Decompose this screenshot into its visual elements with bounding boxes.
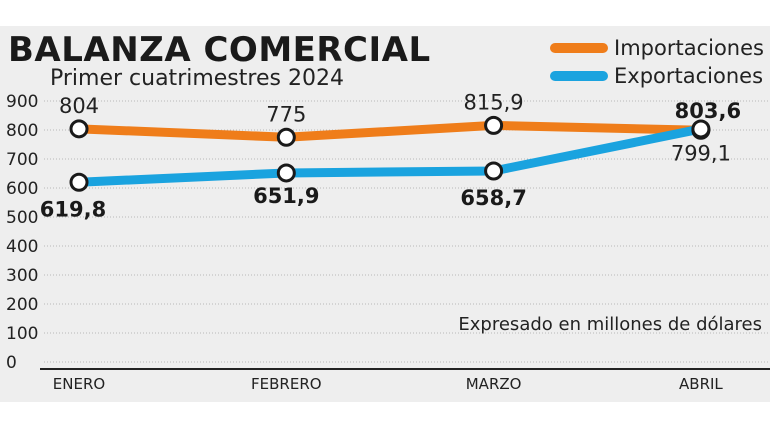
y-tick-label: 900 — [6, 92, 38, 112]
legend-label-importaciones: Importaciones — [614, 36, 764, 60]
y-tick-label: 400 — [6, 237, 38, 257]
x-tick-label: FEBRERO — [251, 375, 322, 393]
series-line-importaciones — [74, 120, 706, 142]
data-label-importaciones: 775 — [266, 102, 306, 126]
data-point-importaciones — [69, 119, 89, 139]
series-line-exportaciones — [74, 124, 706, 187]
data-label-exportaciones: 651,9 — [253, 184, 319, 208]
y-tick-label: 800 — [6, 121, 38, 141]
y-tick-label: 700 — [6, 150, 38, 170]
data-label-importaciones: 804 — [59, 94, 99, 118]
data-label-exportaciones: 803,6 — [675, 99, 741, 123]
y-tick-label: 200 — [6, 295, 38, 315]
data-point-exportaciones — [69, 172, 89, 192]
unit-note: Expresado en millones de dólares — [458, 314, 762, 335]
legend-swatch-exportaciones — [550, 71, 608, 81]
chart-subtitle: Primer cuatrimestres 2024 — [50, 66, 344, 91]
legend-item-exportaciones: Exportaciones — [550, 62, 764, 90]
y-tick-label: 0 — [6, 353, 17, 373]
data-label-importaciones: 799,1 — [671, 141, 731, 165]
y-tick-label: 600 — [6, 179, 38, 199]
chart-title: BALANZA COMERCIAL — [8, 30, 431, 70]
chart-background — [0, 26, 770, 402]
y-tick-label: 300 — [6, 266, 38, 286]
legend-label-exportaciones: Exportaciones — [614, 64, 764, 88]
x-tick-label: ABRIL — [679, 375, 723, 393]
data-point-exportaciones — [276, 163, 296, 183]
data-label-exportaciones: 619,8 — [40, 197, 106, 221]
legend: Importaciones Exportaciones — [550, 34, 764, 90]
data-label-exportaciones: 658,7 — [460, 186, 526, 210]
x-tick-label: ENERO — [53, 375, 105, 393]
data-point-importaciones — [484, 115, 504, 135]
data-point-exportaciones — [691, 119, 711, 139]
x-tick-label: MARZO — [466, 375, 522, 393]
data-label-importaciones: 815,9 — [464, 90, 524, 114]
y-tick-label: 100 — [6, 324, 38, 344]
data-point-importaciones — [276, 127, 296, 147]
legend-swatch-importaciones — [550, 43, 608, 53]
legend-item-importaciones: Importaciones — [550, 34, 764, 62]
y-tick-label: 500 — [6, 208, 38, 228]
data-point-exportaciones — [484, 161, 504, 181]
